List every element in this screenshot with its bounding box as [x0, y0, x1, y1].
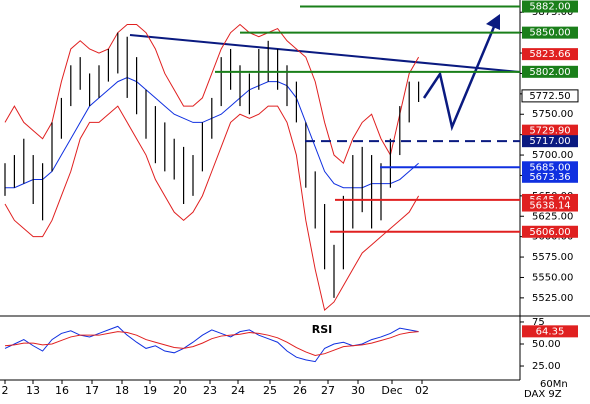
rsi-tick-label: 25.00	[532, 361, 561, 372]
rsi-last-box	[522, 325, 578, 338]
level-label-box	[522, 170, 578, 183]
level-label-box	[522, 161, 578, 174]
x-tick-label: 30	[351, 384, 365, 397]
level-label: 5882.00	[529, 2, 570, 13]
level-label: 5850.00	[529, 28, 570, 39]
level-label-box	[522, 26, 578, 39]
level-label: 5638.14	[529, 201, 570, 212]
level-label: 5729.90	[529, 126, 570, 137]
arrow-head	[486, 14, 500, 30]
level-label: 5772.50	[529, 91, 570, 102]
y-tick-label: 5550.00	[532, 272, 573, 283]
x-tick-label: 24	[231, 384, 245, 397]
level-label-box	[522, 124, 578, 137]
level-label-box	[522, 48, 578, 61]
trend-line	[129, 34, 521, 73]
y-tick-label: 5525.00	[532, 293, 573, 304]
level-label: 5802.00	[529, 67, 570, 78]
level-label-box	[522, 225, 578, 238]
x-tick-label: 16	[55, 384, 69, 397]
level-label-box	[522, 65, 578, 78]
rsi-tick-label: 50.00	[532, 339, 561, 350]
bollinger-lower	[4, 105, 420, 312]
level-label-box	[522, 0, 578, 13]
x-tick-label: 18	[115, 384, 129, 397]
rsi-tick-label: 75	[532, 317, 545, 328]
x-tick-label: 19	[143, 384, 157, 397]
rsi-signal	[4, 331, 419, 356]
level-label: 5717.00	[529, 136, 570, 147]
level-label-box	[522, 199, 578, 212]
x-tick-label: 23	[203, 384, 217, 397]
x-tick-label: 02	[415, 384, 429, 397]
y-tick-label: 5575.00	[532, 252, 573, 263]
level-label: 5685.00	[529, 162, 570, 173]
rsi-last-label: 64.35	[536, 326, 565, 337]
y-tick-label: 5700.00	[532, 150, 573, 161]
x-tick-label: 2	[2, 384, 9, 397]
x-tick-label: 13	[26, 384, 40, 397]
timeframe: 60Mn	[540, 379, 568, 390]
y-tick-label: 5750.00	[532, 109, 573, 120]
x-tick-label: 17	[85, 384, 99, 397]
level-label: 5673.36	[529, 172, 570, 183]
level-label-box	[521, 89, 579, 103]
rsi-line	[4, 325, 419, 363]
level-label: 5823.66	[529, 49, 570, 60]
rsi-title: RSI	[312, 323, 333, 336]
forecast-arrow	[422, 21, 498, 132]
x-tick-label: 26	[293, 384, 307, 397]
y-tick-label: 5625.00	[532, 211, 573, 222]
x-tick-label: 25	[263, 384, 277, 397]
level-label: 5606.00	[529, 227, 570, 238]
instrument: DAX 9Z	[524, 389, 562, 400]
x-tick-label: Dec	[381, 384, 402, 397]
level-label-box	[522, 135, 578, 148]
y-tick-label: 5875.00	[532, 7, 573, 18]
bollinger-upper	[4, 23, 420, 165]
x-tick-label: 27	[321, 384, 335, 397]
x-tick-label: 20	[173, 384, 187, 397]
